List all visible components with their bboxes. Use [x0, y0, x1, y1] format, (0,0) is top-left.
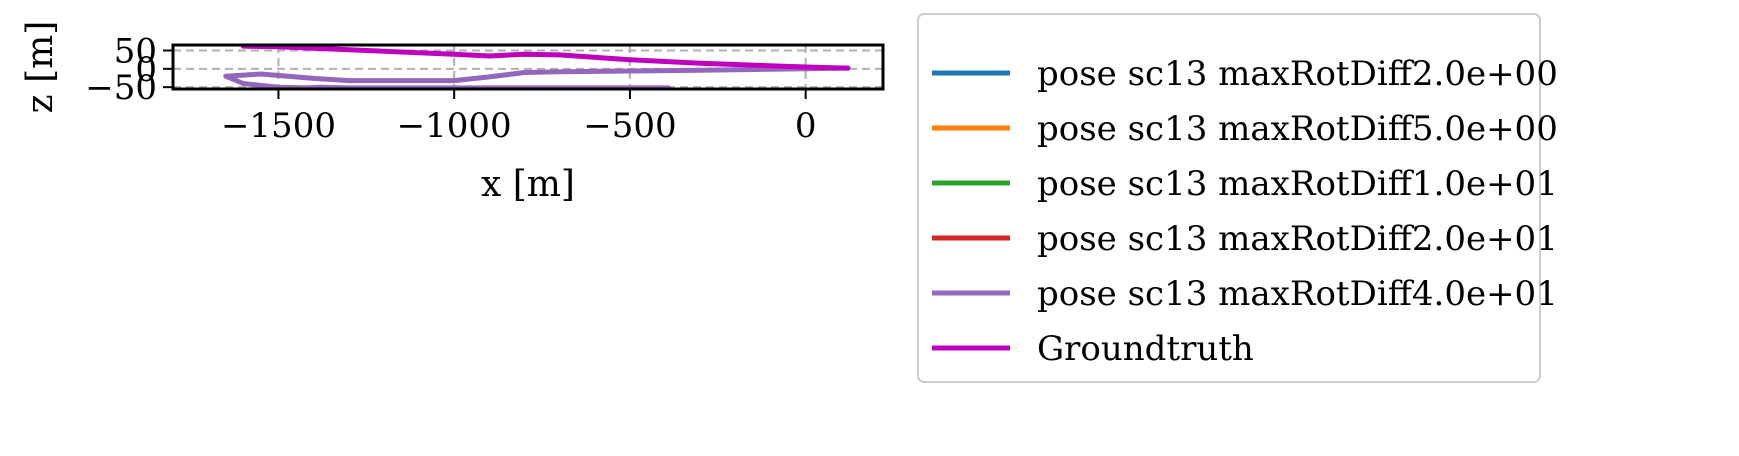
- x-tick-label: −1500: [221, 106, 336, 146]
- legend-box: [917, 13, 1541, 383]
- axes-frame: [171, 43, 885, 91]
- legend-label: pose sc13 maxRotDiff2.0e+01: [1037, 219, 1558, 259]
- legend-label: Groundtruth: [1037, 329, 1254, 369]
- y-tick-label: −50: [85, 68, 157, 108]
- series-line: [223, 65, 851, 89]
- series-line: [240, 45, 851, 71]
- x-tick-label: 0: [795, 106, 817, 146]
- y-tick-label: 0: [135, 50, 157, 90]
- y-tick-label: 50: [114, 32, 157, 72]
- legend-label: pose sc13 maxRotDiff4.0e+01: [1037, 274, 1558, 314]
- x-axis-label: x [m]: [481, 164, 575, 205]
- legend-label: pose sc13 maxRotDiff5.0e+00: [1037, 109, 1558, 149]
- x-tick-label: −1000: [397, 106, 512, 146]
- legend-label: pose sc13 maxRotDiff2.0e+00: [1037, 54, 1558, 94]
- legend: pose sc13 maxRotDiff2.0e+00 pose sc13 max…: [917, 13, 1558, 383]
- legend-label: pose sc13 maxRotDiff1.0e+01: [1037, 164, 1558, 204]
- x-tick-label: −500: [583, 106, 676, 146]
- series-lines: [223, 45, 851, 89]
- y-axis-label: z [m]: [20, 21, 61, 114]
- legend-entries: pose sc13 maxRotDiff2.0e+00 pose sc13 max…: [932, 54, 1558, 369]
